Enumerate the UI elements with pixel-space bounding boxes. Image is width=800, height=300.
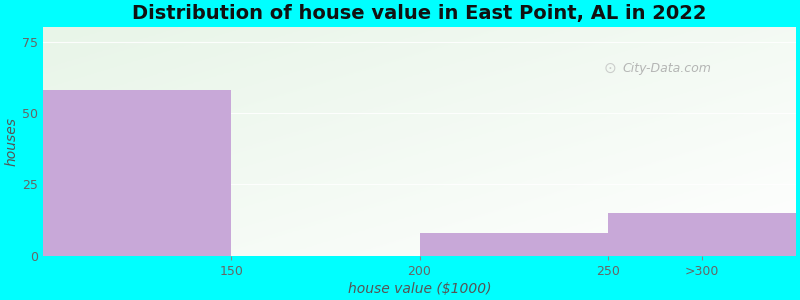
X-axis label: house value ($1000): house value ($1000) — [348, 282, 491, 296]
Bar — [43, 90, 231, 256]
Y-axis label: houses: houses — [4, 117, 18, 166]
Title: Distribution of house value in East Point, AL in 2022: Distribution of house value in East Poin… — [132, 4, 706, 23]
Text: ⊙: ⊙ — [604, 61, 617, 76]
Bar — [608, 213, 796, 256]
Text: City-Data.com: City-Data.com — [622, 62, 712, 75]
Bar — [419, 233, 608, 256]
